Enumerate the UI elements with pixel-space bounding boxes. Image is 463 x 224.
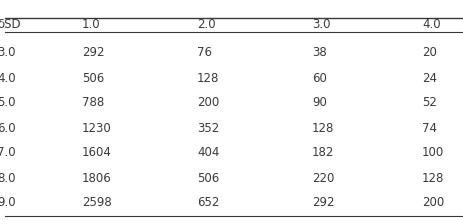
Text: 352: 352 <box>197 121 219 134</box>
Text: 38: 38 <box>312 45 327 58</box>
Text: 6.0: 6.0 <box>0 121 16 134</box>
Text: 100: 100 <box>422 146 444 159</box>
Text: 1.0: 1.0 <box>82 19 100 32</box>
Text: 2598: 2598 <box>82 196 112 209</box>
Text: 404: 404 <box>197 146 219 159</box>
Text: 506: 506 <box>197 172 219 185</box>
Text: 200: 200 <box>197 97 219 110</box>
Text: 652: 652 <box>197 196 219 209</box>
Text: 52: 52 <box>422 97 437 110</box>
Text: 3.0: 3.0 <box>312 19 331 32</box>
Text: 8.0: 8.0 <box>0 172 15 185</box>
Text: 2.0: 2.0 <box>197 19 216 32</box>
Text: 90: 90 <box>312 97 327 110</box>
Text: 182: 182 <box>312 146 334 159</box>
Text: 128: 128 <box>312 121 334 134</box>
Text: 1230: 1230 <box>82 121 112 134</box>
Text: 292: 292 <box>312 196 334 209</box>
Text: 76: 76 <box>197 45 212 58</box>
Text: 20: 20 <box>422 45 437 58</box>
Text: 292: 292 <box>82 45 105 58</box>
Text: 3.0: 3.0 <box>0 45 15 58</box>
Text: 4.0: 4.0 <box>0 71 16 84</box>
Text: 5.0: 5.0 <box>0 97 15 110</box>
Text: 24: 24 <box>422 71 437 84</box>
Text: 788: 788 <box>82 97 104 110</box>
Text: 128: 128 <box>197 71 219 84</box>
Text: 9.0: 9.0 <box>0 196 16 209</box>
Text: 1604: 1604 <box>82 146 112 159</box>
Text: 220: 220 <box>312 172 334 185</box>
Text: δSD: δSD <box>0 19 21 32</box>
Text: 128: 128 <box>422 172 444 185</box>
Text: 60: 60 <box>312 71 327 84</box>
Text: 7.0: 7.0 <box>0 146 16 159</box>
Text: 74: 74 <box>422 121 437 134</box>
Text: 506: 506 <box>82 71 104 84</box>
Text: 1806: 1806 <box>82 172 112 185</box>
Text: 4.0: 4.0 <box>422 19 441 32</box>
Text: 200: 200 <box>422 196 444 209</box>
